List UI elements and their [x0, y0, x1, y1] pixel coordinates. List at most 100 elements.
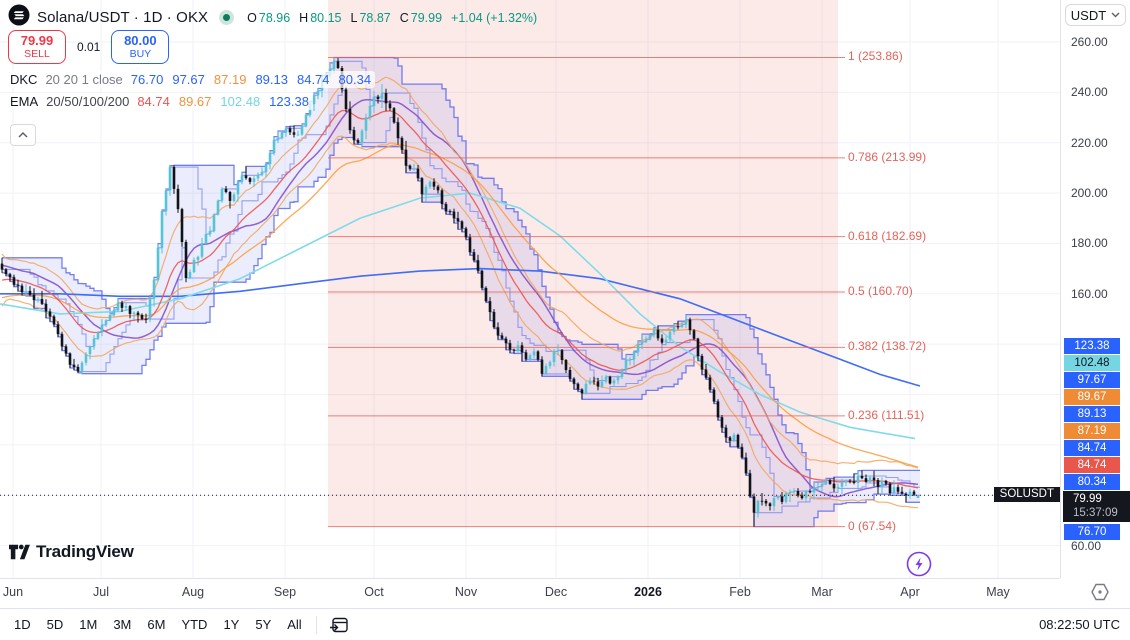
time-axis-label: Nov	[454, 585, 478, 599]
price-label-badge: 89.67	[1064, 389, 1120, 405]
range-button-1y[interactable]: 1Y	[223, 617, 240, 632]
indicator-row[interactable]: DKC 20 20 1 close 76.70 97.67 87.19 89.13 84.7…	[8, 71, 376, 88]
indicator-row[interactable]: EMA 20/50/100/200 84.74 89.67 102.48 123.38	[8, 93, 313, 110]
time-axis-label: Apr	[900, 585, 920, 599]
fib-level-label: 0.786 (213.99)	[848, 149, 927, 164]
price-tick: 260.00	[1071, 35, 1108, 49]
price-label-badge: 84.74	[1064, 457, 1120, 473]
toolbar-separator	[315, 615, 317, 634]
symbol-price-marker: SOLUSDT	[993, 487, 1060, 502]
range-button-1m[interactable]: 1M	[79, 617, 98, 632]
high-value: 80.15	[310, 10, 342, 25]
range-button-6m[interactable]: 6M	[147, 617, 166, 632]
range-buttons: 1D 5D 1M 3M 6M YTD 1Y 5Y All	[14, 617, 302, 632]
close-value: 79.99	[410, 10, 443, 25]
donchian-fill	[2, 57, 920, 527]
time-axis-label: Jun	[2, 585, 24, 599]
go-to-date-button[interactable]	[329, 615, 350, 635]
indicator-value: 84.74	[296, 72, 330, 87]
utc-clock: 08:22:50 UTC	[1039, 617, 1120, 632]
price-label-badge: 80.34	[1064, 474, 1120, 490]
watermark-text: TradingView	[36, 542, 134, 561]
ema20-line	[1, 109, 919, 489]
indicator-value: 80.34	[338, 72, 372, 87]
fib-level-label: 1 (253.86)	[848, 49, 903, 64]
indicator-value: 84.74	[137, 94, 170, 109]
time-axis-label: Dec	[544, 585, 568, 599]
time-axis-label: Sep	[273, 585, 297, 599]
high-label: H	[299, 10, 309, 25]
indicator-value: 89.67	[178, 94, 212, 109]
indicator-params: 20 20 1 close	[45, 72, 123, 87]
time-axis-label: Feb	[729, 585, 751, 599]
last-price-badge: 79.99 15:37:09	[1063, 491, 1130, 522]
range-button-5d[interactable]: 5D	[46, 617, 64, 632]
time-axis-label: May	[986, 585, 1010, 599]
symbol-title[interactable]: Solana/USDT · 1D · OKX	[37, 9, 209, 26]
lightning-boost-icon[interactable]	[906, 551, 932, 578]
price-scale[interactable]: USDT 260.00 240.00 220.00 200.00 180.00 160.0…	[1060, 0, 1130, 578]
indicator-value: 76.70	[130, 72, 164, 87]
solana-logo-icon	[8, 4, 30, 31]
buy-button[interactable]: 80.00 BUY	[111, 30, 170, 64]
open-value: 78.96	[258, 10, 291, 25]
chevron-down-icon	[1111, 12, 1120, 18]
price-tick: 220.00	[1071, 135, 1108, 150]
sell-button[interactable]: 79.99 SELL	[8, 30, 66, 64]
range-button-5y[interactable]: 5Y	[255, 617, 272, 632]
range-button-all[interactable]: All	[287, 617, 302, 632]
range-button-3m[interactable]: 3M	[113, 617, 132, 632]
bottom-toolbar: 1D 5D 1M 3M 6M YTD 1Y 5Y All 08:22:50 UTC	[0, 608, 1130, 640]
change-value: +1.04 (+1.32%)	[451, 10, 538, 25]
indicator-name: DKC	[10, 72, 38, 87]
indicator-value: 89.13	[255, 72, 288, 87]
buy-label: BUY	[129, 48, 152, 61]
market-status-icon[interactable]	[219, 10, 235, 25]
ema100-line	[0, 192, 916, 440]
price-scale-settings-icon[interactable]	[1090, 583, 1110, 606]
donchian-inner-upper	[2, 60, 920, 498]
price-tick: 160.00	[1071, 286, 1108, 301]
candles-layer	[0, 57, 920, 527]
fib-level-label: 0.5 (160.70)	[848, 284, 913, 299]
indicator-params: 20/50/100/200	[46, 94, 130, 109]
chevron-up-icon	[18, 131, 28, 138]
time-axis-label: 2026	[634, 585, 662, 599]
price-tick: 200.00	[1071, 186, 1108, 201]
price-label-badge: 102.48	[1064, 355, 1120, 371]
chart-canvas[interactable]: 1 (253.86) 0.786 (213.99) 0.618 (182.69) 0.…	[0, 0, 1060, 578]
spread-value: 0.01	[77, 40, 101, 54]
calendar-icon	[329, 617, 348, 632]
range-button-ytd[interactable]: YTD	[181, 617, 208, 632]
fib-level-label: 0.618 (182.69)	[848, 228, 927, 243]
last-price-value: 79.99	[1073, 493, 1102, 505]
price-label-badge: 89.13	[1064, 406, 1120, 422]
tradingview-watermark: TradingView	[8, 542, 134, 562]
price-tick: 240.00	[1071, 85, 1108, 100]
keltner-lower	[1, 135, 919, 509]
time-axis-label: Mar	[811, 585, 833, 599]
range-button-1d[interactable]: 1D	[14, 617, 31, 632]
indicator-value: 87.19	[213, 72, 247, 87]
low-value: 78.87	[359, 10, 391, 25]
fib-level-label: 0 (67.54)	[848, 518, 897, 533]
time-axis[interactable]: Jun Jul Aug Sep Oct Nov Dec 2026 Feb Mar Apr May	[0, 578, 1060, 608]
sell-label: SELL	[24, 48, 50, 61]
close-label: C	[399, 10, 409, 25]
sell-price: 79.99	[20, 32, 54, 48]
price-tick: 180.00	[1071, 236, 1108, 251]
price-label-badge: 87.19	[1064, 423, 1120, 439]
currency-label: USDT	[1070, 7, 1107, 23]
price-label-badge: 123.38	[1064, 338, 1120, 354]
legend-collapse-button[interactable]	[10, 124, 36, 146]
currency-dropdown[interactable]: USDT	[1065, 4, 1126, 26]
price-chart[interactable]	[0, 0, 1060, 578]
indicator-value: 97.67	[172, 72, 205, 87]
order-panel: 79.99 SELL 0.01 80.00 BUY	[8, 30, 170, 64]
ohlc-values: O 78.96 H 80.15 L 78.87 C 79.99 +1.04 (+1.32…	[247, 11, 537, 25]
time-axis-label: Aug	[181, 585, 205, 599]
fib-retracement-zone	[328, 0, 838, 527]
time-axis-label: Jul	[93, 585, 109, 599]
indicator-name: EMA	[10, 94, 39, 109]
